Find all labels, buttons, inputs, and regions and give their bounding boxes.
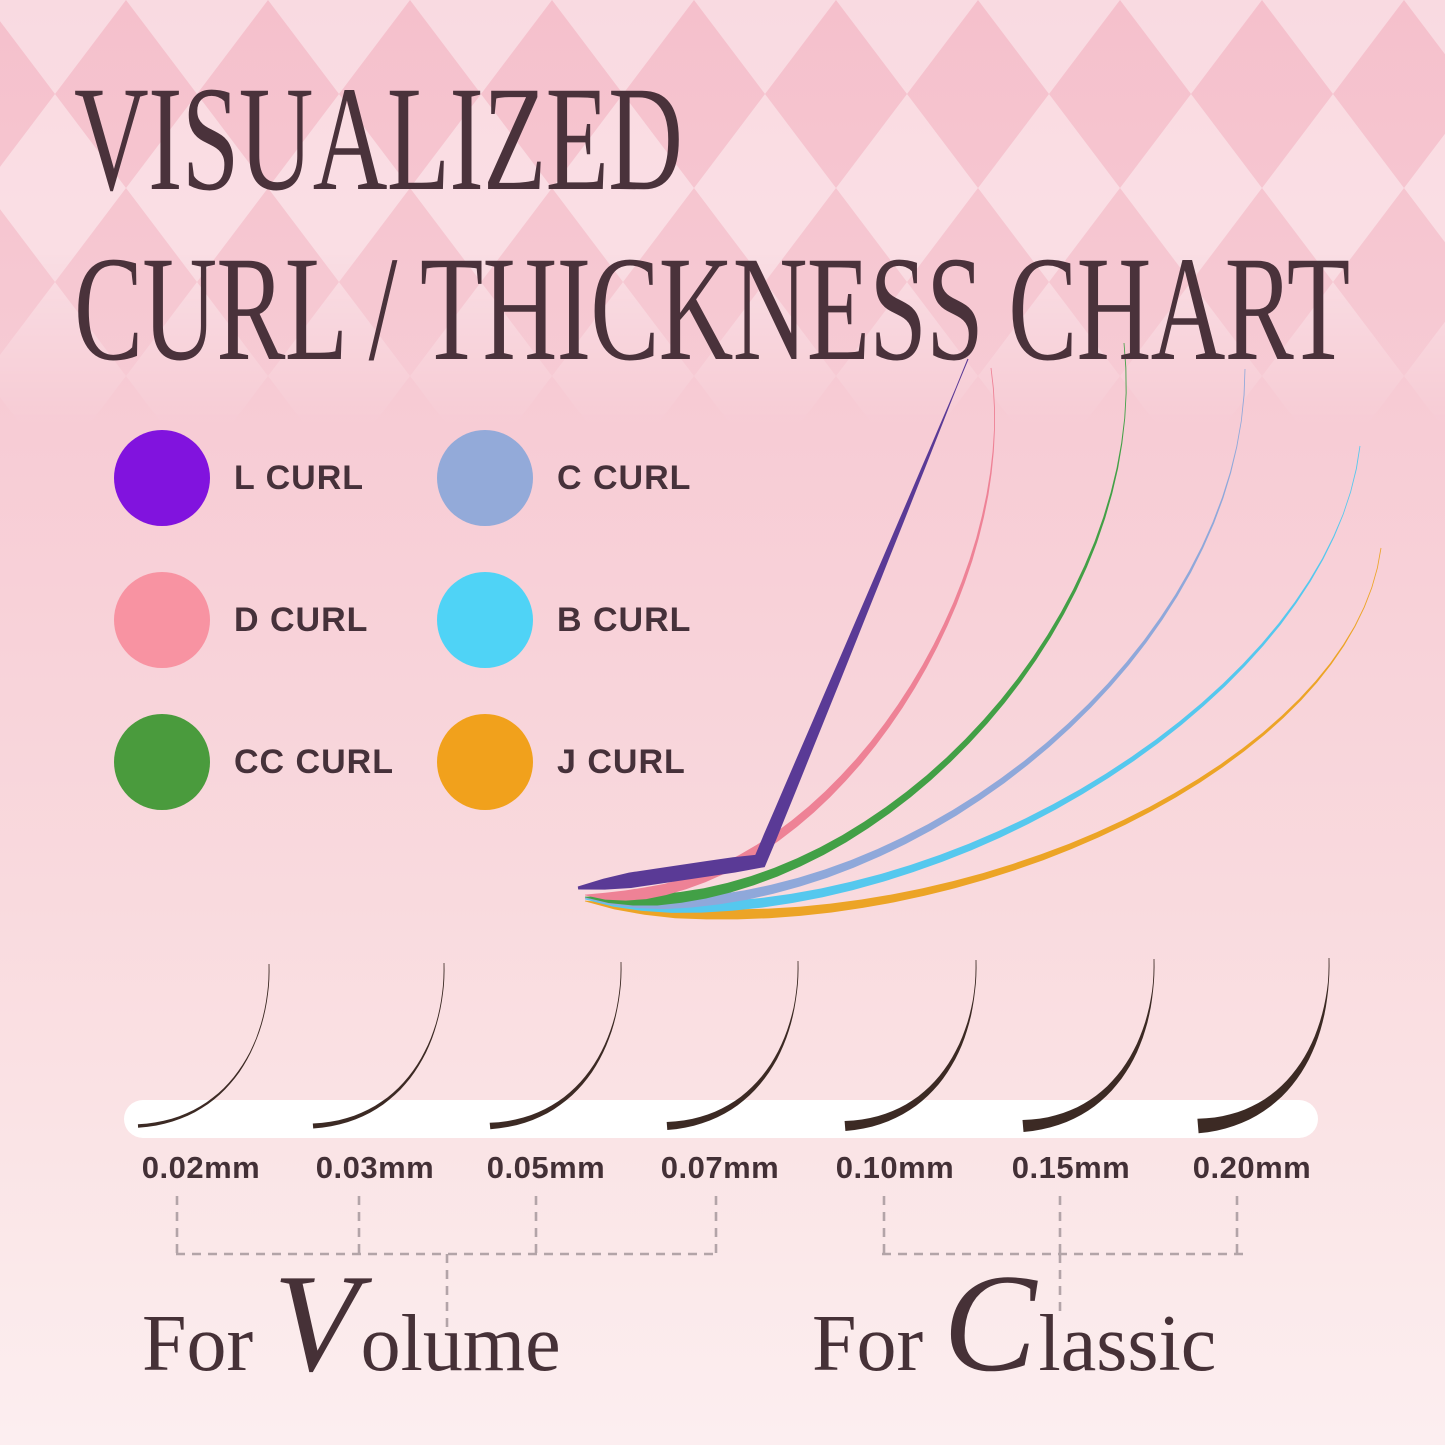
for-volume-prefix: For [142, 1300, 254, 1388]
d-curl-color-dot-icon [114, 572, 210, 668]
legend-item-cc-curl: CC CURL [114, 714, 437, 810]
cc-curl-color-dot-icon [114, 714, 210, 810]
diamond-tiles [0, 0, 1445, 430]
thickness-label-0.20mm: 0.20mm [1192, 1150, 1312, 1185]
l-curl-color-dot-icon [114, 430, 210, 526]
c-curl-color-dot-icon [437, 430, 533, 526]
for-classic-label: For C lassic [812, 1254, 1216, 1394]
for-volume-script-letter: V [273, 1246, 359, 1401]
thickness-strip-bar [124, 1100, 1318, 1138]
thickness-label-0.02mm: 0.02mm [141, 1150, 261, 1185]
legend-label-l-curl: L CURL [234, 458, 365, 497]
legend-item-j-curl: J CURL [437, 714, 691, 810]
page-title: VISUALIZED CURL / THICKNESS CHART [74, 54, 1350, 394]
for-classic-script-letter: C [943, 1246, 1037, 1401]
title-line-1: VISUALIZED [74, 56, 683, 222]
b-curl-color-dot-icon [437, 572, 533, 668]
thickness-label-0.10mm: 0.10mm [835, 1150, 955, 1185]
legend-label-c-curl: C CURL [557, 458, 692, 497]
thickness-label-0.15mm: 0.15mm [1011, 1150, 1131, 1185]
curl-legend: L CURL C CURL D CURL B CURL CC CURL J CURL [114, 430, 691, 810]
j-curl-color-dot-icon [437, 714, 533, 810]
legend-item-d-curl: D CURL [114, 572, 437, 668]
thickness-label-0.05mm: 0.05mm [486, 1150, 606, 1185]
for-volume-rest: olume [360, 1300, 561, 1388]
thickness-label-0.07mm: 0.07mm [660, 1150, 780, 1185]
thickness-label-0.03mm: 0.03mm [315, 1150, 435, 1185]
curl-curve-B [584, 445, 1361, 913]
legend-item-c-curl: C CURL [437, 430, 691, 526]
legend-item-b-curl: B CURL [437, 572, 691, 668]
legend-label-j-curl: J CURL [557, 742, 686, 781]
legend-label-d-curl: D CURL [234, 600, 369, 639]
for-volume-label: For V olume [142, 1254, 561, 1394]
legend-item-l-curl: L CURL [114, 430, 437, 526]
legend-label-b-curl: B CURL [557, 600, 692, 639]
title-line-2: CURL / THICKNESS CHART [74, 226, 1350, 392]
for-classic-rest: lassic [1038, 1300, 1217, 1388]
legend-label-cc-curl: CC CURL [234, 742, 394, 781]
for-classic-prefix: For [812, 1300, 924, 1388]
diamond-pattern-background [0, 0, 1445, 430]
